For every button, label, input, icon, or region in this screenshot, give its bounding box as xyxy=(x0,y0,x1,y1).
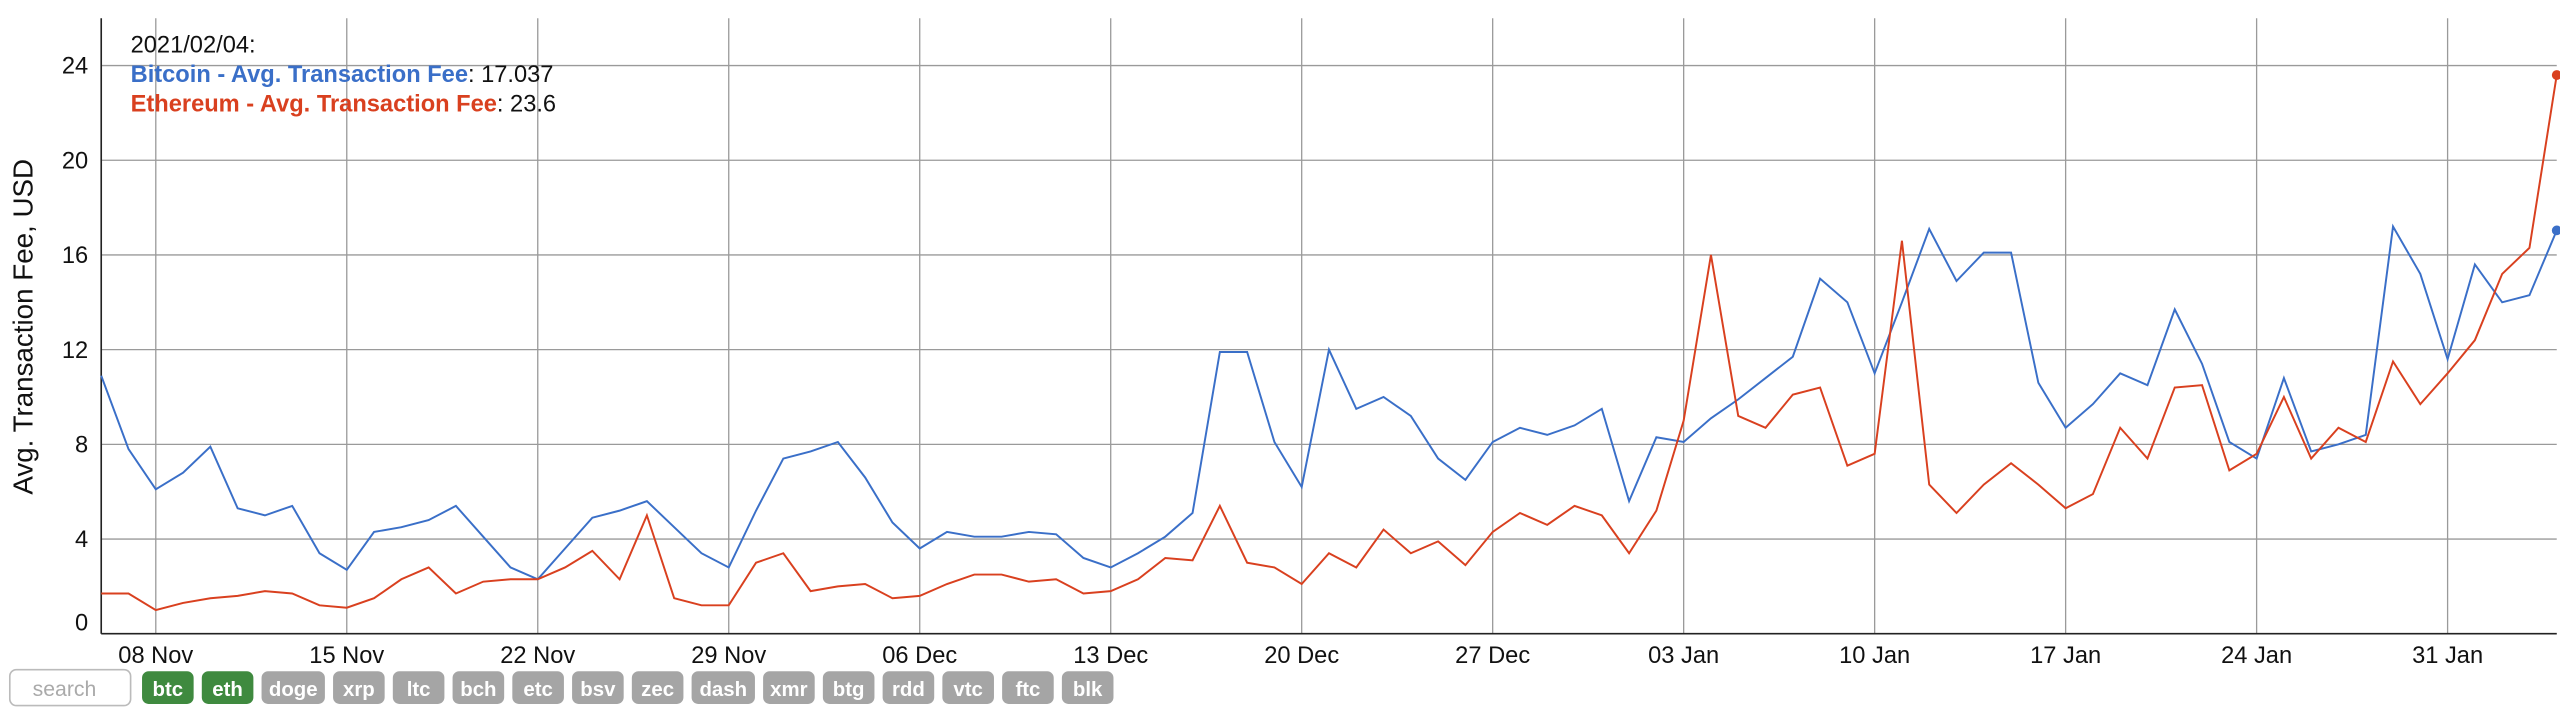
coin-button-label[interactable]: zec xyxy=(641,679,674,701)
y-tick-label: 20 xyxy=(62,148,88,174)
tooltip-value: 17.037 xyxy=(481,62,553,88)
coin-button[interactable] xyxy=(822,671,875,704)
coin-button[interactable] xyxy=(1002,671,1054,704)
coin-button-label[interactable]: ftc xyxy=(1015,679,1040,701)
coin-button-label[interactable]: blk xyxy=(1073,679,1103,701)
y-axis-label: Avg. Transaction Fee, USD xyxy=(8,159,39,495)
x-tick-label: 08 Nov xyxy=(118,643,193,669)
coin-button[interactable] xyxy=(572,671,624,704)
coin-button[interactable] xyxy=(333,671,385,704)
y-tick-label: 8 xyxy=(75,433,88,459)
tooltip-line: Ethereum - Avg. Transaction Fee: 23.6 xyxy=(131,91,556,117)
coin-button-label[interactable]: vtc xyxy=(953,679,982,701)
x-tick-label: 10 Jan xyxy=(1839,643,1910,669)
x-tick-label: 03 Jan xyxy=(1648,643,1719,669)
y-tick-label: 24 xyxy=(62,54,88,80)
series-line xyxy=(100,223,2558,581)
coin-button-label[interactable]: etc xyxy=(523,679,552,701)
coin-button-label[interactable]: rdd xyxy=(892,679,925,701)
search-placeholder[interactable]: search xyxy=(33,678,97,701)
end-point xyxy=(2551,225,2560,236)
coin-button-label[interactable]: eth xyxy=(212,679,243,701)
coin-button[interactable] xyxy=(452,671,505,704)
y-tick-label: 12 xyxy=(62,338,88,364)
x-tick-label: 13 Dec xyxy=(1073,643,1148,669)
coin-button[interactable] xyxy=(691,671,755,704)
coin-button[interactable] xyxy=(631,671,684,704)
x-tick-label: 22 Nov xyxy=(500,643,575,669)
coin-button-label[interactable]: xmr xyxy=(770,679,807,701)
coin-button-label[interactable]: xrp xyxy=(343,679,375,701)
tooltip-value: 23.6 xyxy=(510,91,556,117)
coin-button-label[interactable]: dash xyxy=(699,679,747,701)
coin-button[interactable] xyxy=(201,671,254,704)
coin-button[interactable] xyxy=(142,671,194,704)
x-tick-label: 06 Dec xyxy=(882,643,957,669)
x-tick-label: 27 Dec xyxy=(1455,643,1530,669)
coin-button[interactable] xyxy=(261,671,325,704)
coin-button-label[interactable]: bsv xyxy=(580,679,616,701)
tooltip-series: Bitcoin - Avg. Transaction Fee xyxy=(131,62,468,88)
x-tick-label: 17 Jan xyxy=(2030,643,2101,669)
coin-button[interactable] xyxy=(763,671,815,704)
y-tick-label: 0 xyxy=(75,610,88,636)
search-input[interactable] xyxy=(8,668,132,707)
end-point xyxy=(2551,70,2560,80)
tooltip-date: 2021/02/04: xyxy=(131,33,256,59)
x-tick-label: 20 Dec xyxy=(1264,643,1339,669)
coin-button[interactable] xyxy=(392,671,445,704)
coin-button-label[interactable]: bch xyxy=(460,679,496,701)
tooltip-series: Ethereum - Avg. Transaction Fee xyxy=(131,91,497,117)
series-line xyxy=(101,74,2558,612)
tooltip-line: Bitcoin - Avg. Transaction Fee: 17.037 xyxy=(131,62,554,88)
tooltip-sep: : xyxy=(468,62,475,88)
coin-button[interactable] xyxy=(1061,671,1114,704)
x-tick-label: 15 Nov xyxy=(309,643,384,669)
y-tick-label: 16 xyxy=(62,243,88,269)
coin-button-label[interactable]: doge xyxy=(269,679,318,701)
y-tick-label: 4 xyxy=(75,527,88,553)
coin-button-label[interactable]: btc xyxy=(153,679,184,701)
coin-button[interactable] xyxy=(512,671,564,704)
coin-button-label[interactable]: btg xyxy=(833,679,865,701)
x-tick-label: 29 Nov xyxy=(691,643,766,669)
x-tick-label: 24 Jan xyxy=(2221,643,2292,669)
coin-button[interactable] xyxy=(942,671,994,704)
x-tick-label: 31 Jan xyxy=(2412,643,2483,669)
coin-button-label[interactable]: ltc xyxy=(407,679,431,701)
tooltip-sep: : xyxy=(497,91,504,117)
coin-button[interactable] xyxy=(882,671,935,704)
